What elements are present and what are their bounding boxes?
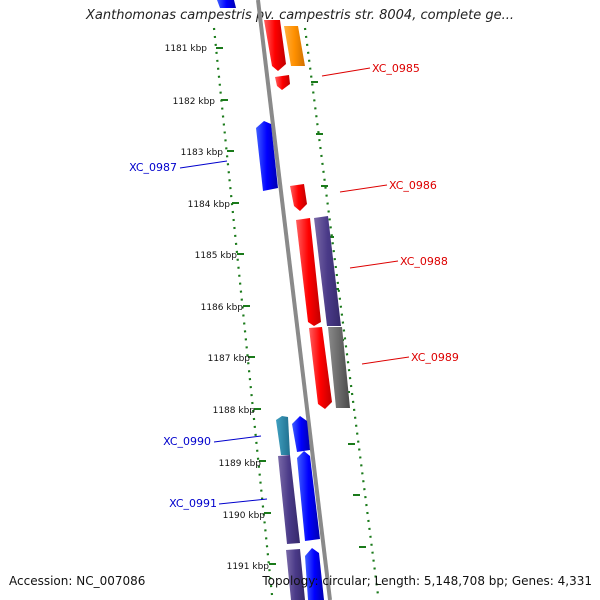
gene-label-xc0989[interactable]: XC_0989	[411, 351, 459, 364]
kbp-label: 1188 kbp	[213, 406, 256, 416]
gene-xc0991-blue-a[interactable]	[292, 416, 310, 452]
gene-label-xc0988[interactable]: XC_0988	[400, 255, 448, 268]
kbp-label: 1181 kbp	[165, 44, 208, 54]
gene-label-xc0991[interactable]: XC_0991	[169, 497, 217, 510]
gene-xc0985[interactable]	[275, 75, 290, 90]
gene-xc0988-purple[interactable]	[314, 216, 341, 326]
gene-top-red-a[interactable]	[264, 20, 286, 71]
kbp-label: 1189 kbp	[219, 459, 262, 469]
kbp-label: 1187 kbp	[208, 354, 251, 364]
kbp-label: 1186 kbp	[201, 303, 244, 313]
gene-xc0990-teal[interactable]	[276, 416, 290, 455]
kbp-label: 1182 kbp	[173, 97, 216, 107]
gene-label-xc0990[interactable]: XC_0990	[163, 435, 211, 448]
genome-summary-text: Topology: circular; Length: 5,148,708 bp…	[262, 574, 592, 588]
gene-block-bottom-right[interactable]	[305, 548, 324, 600]
gene-xc0991-blue-b[interactable]	[297, 451, 320, 541]
leader-xc0988	[349, 260, 399, 269]
gene-label-xc0985[interactable]: XC_0985	[372, 62, 420, 75]
gene-xc0989-red[interactable]	[309, 327, 332, 409]
leader-xc0990	[213, 435, 262, 443]
leader-xc0985	[321, 67, 371, 77]
gene-xc0988-red[interactable]	[296, 218, 321, 326]
gene-label-xc0986[interactable]: XC_0986	[389, 179, 437, 192]
leader-xc0991	[218, 498, 268, 505]
leader-xc0986	[339, 184, 388, 193]
gene-label-xc0987[interactable]: XC_0987	[129, 161, 177, 174]
gene-xc0989-gray[interactable]	[328, 327, 350, 408]
accession-text: Accession: NC_007086	[9, 574, 146, 588]
gene-xc0986[interactable]	[290, 184, 307, 211]
gene-xc0990-purple[interactable]	[278, 455, 300, 544]
gene-top-orange[interactable]	[284, 26, 305, 66]
kbp-label: 1183 kbp	[181, 148, 224, 158]
leader-xc0989	[361, 356, 410, 365]
gene-block-bottom-left[interactable]	[286, 549, 305, 600]
leader-xc0987	[179, 160, 228, 169]
genome-backbone	[256, 0, 332, 600]
kbp-label: 1184 kbp	[188, 200, 231, 210]
kbp-label: 1191 kbp	[227, 562, 270, 572]
map-title: Xanthomonas campestris pv. campestris st…	[86, 8, 514, 23]
gene-xc0987[interactable]	[256, 121, 278, 191]
kbp-label: 1185 kbp	[195, 251, 238, 261]
kbp-label: 1190 kbp	[223, 511, 266, 521]
tick-dashes	[216, 47, 366, 565]
gene-block-top-left[interactable]	[217, 0, 236, 8]
